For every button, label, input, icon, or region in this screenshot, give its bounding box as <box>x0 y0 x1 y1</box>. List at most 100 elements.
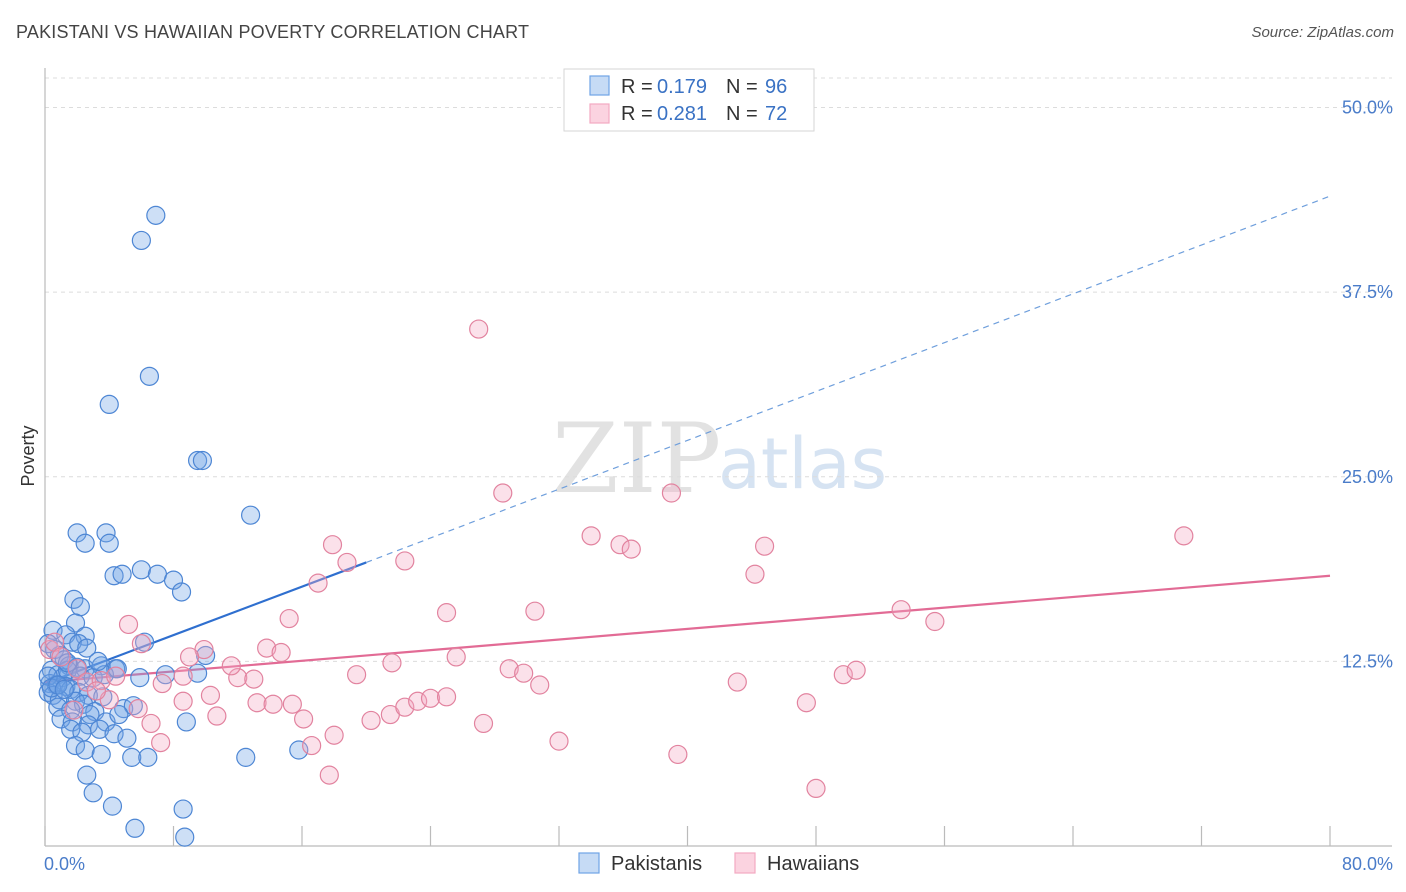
legend-series: Pakistanis Hawaiians <box>578 852 859 875</box>
hawaiian-point <box>796 693 816 713</box>
hawaiian-point <box>661 483 682 503</box>
bottom-legend-swatch-pakistanis <box>578 852 600 874</box>
hawaiian-point <box>247 693 267 713</box>
legend-swatch-pakistanis <box>589 75 610 96</box>
hawaiian-point <box>257 638 277 658</box>
watermark-atlas: atlas <box>718 423 887 505</box>
hawaiian-point <box>891 600 911 620</box>
pakistani-point <box>122 747 142 767</box>
pakistani-point <box>134 632 155 652</box>
hawaiian-point <box>200 685 221 705</box>
bottom-legend-swatch-hawaiians <box>734 852 756 874</box>
hawaiian-point <box>106 666 126 686</box>
pakistani-point <box>64 589 84 609</box>
bottom-legend-label-hawaiians[interactable]: Hawaiians <box>767 853 859 875</box>
pakistani-point <box>77 638 97 658</box>
hawaiian-point <box>446 647 466 667</box>
hawaiian-point <box>499 659 519 679</box>
trend-lines <box>44 195 1331 685</box>
pakistani-point <box>131 560 151 580</box>
hawaiian-point <box>1174 526 1194 546</box>
pakistani-point <box>67 523 87 543</box>
source-credit[interactable]: Source: ZipAtlas.com <box>1251 24 1394 41</box>
hawaiian-point <box>279 608 299 629</box>
hawaiian-point <box>610 535 630 555</box>
pakistani-point <box>99 533 119 553</box>
pakistani-point <box>131 230 151 251</box>
legend-n-label-1: N = <box>726 76 758 98</box>
hawaiian-point <box>395 551 415 571</box>
legend-n-value-1: 96 <box>765 76 787 98</box>
pakistani-point <box>236 747 256 767</box>
bottom-legend-label-pakistanis[interactable]: Pakistanis <box>611 853 702 875</box>
hawaiian-point <box>173 666 193 686</box>
hawaiian-point <box>228 668 248 688</box>
pakistani-point <box>109 704 129 725</box>
pakistani-point <box>90 719 110 739</box>
pakistani-point <box>138 747 158 767</box>
hawaiian-point <box>131 634 151 654</box>
hawaiian-point <box>51 647 71 667</box>
hawaiian-point <box>473 713 494 734</box>
pakistani-point <box>241 505 261 525</box>
hawaiian-point <box>361 710 381 731</box>
pakistani-point <box>104 724 124 744</box>
hawaiian-point <box>530 675 550 695</box>
legend-r-label-1: R = <box>621 76 653 98</box>
watermark-zip: ZIP <box>552 403 721 515</box>
axes <box>44 68 1392 847</box>
hawaiian-point <box>179 647 200 667</box>
hawaiian-point <box>86 681 107 701</box>
pakistani-point <box>96 523 116 543</box>
hawaiian-point <box>308 573 328 593</box>
hawaiian-point <box>549 731 569 751</box>
hawaiian-point <box>118 614 139 635</box>
hawaiian-trend-line <box>44 574 1331 684</box>
hawaiian-point <box>436 603 457 623</box>
pakistani-point <box>171 582 192 602</box>
pakistani-point <box>102 796 123 816</box>
hawaiian-point <box>322 535 343 555</box>
pakistani-point <box>175 827 195 847</box>
legend-r-value-1: 0.179 <box>657 76 707 98</box>
hawaiian-point <box>337 552 357 573</box>
hawaiian-point <box>745 564 765 584</box>
x-tick-label-max: 80.0% <box>1342 854 1393 874</box>
hawaiian-point <box>754 536 775 556</box>
pakistani-point <box>176 712 196 732</box>
pakistani-point <box>104 566 124 586</box>
chart-title: PAKISTANI VS HAWAIIAN POVERTY CORRELATIO… <box>16 22 530 42</box>
y-axis-label: Poverty <box>18 425 38 486</box>
legend-stats: R = 0.179 N = 96 R = 0.281 N = 72 <box>563 68 815 132</box>
pakistani-point <box>77 765 97 785</box>
pakistani-point <box>65 735 86 756</box>
y-tick-label: 37.5% <box>1342 282 1393 302</box>
hawaiian-point <box>294 709 314 729</box>
data-points <box>38 205 1194 847</box>
pakistani-point <box>70 597 90 617</box>
hawaiian-point <box>925 611 945 632</box>
legend-r-value-2: 0.281 <box>657 103 707 125</box>
pakistani-point <box>192 450 213 471</box>
pakistani-point <box>187 450 208 471</box>
pakistani-point <box>173 799 193 819</box>
legend-r-label-2: R = <box>621 103 653 125</box>
pakistani-point <box>91 744 111 765</box>
pakistani-point <box>75 533 95 553</box>
hawaiian-point <box>324 725 344 745</box>
hawaiian-point <box>263 694 283 714</box>
hawaiian-point <box>173 691 193 711</box>
pakistani-point <box>147 564 168 584</box>
legend-swatch-hawaiians <box>589 103 610 124</box>
hawaiian-point <box>846 660 866 680</box>
pakistani-trend-line <box>44 561 367 685</box>
hawaiian-point <box>152 673 172 694</box>
hawaiian-point <box>151 733 171 753</box>
pakistani-point <box>130 668 150 688</box>
hawaiian-point <box>207 706 227 726</box>
hawaiian-point <box>525 601 545 621</box>
pakistani-point <box>54 679 74 700</box>
hawaiian-point <box>420 688 441 708</box>
y-tick-label: 25.0% <box>1342 467 1393 487</box>
